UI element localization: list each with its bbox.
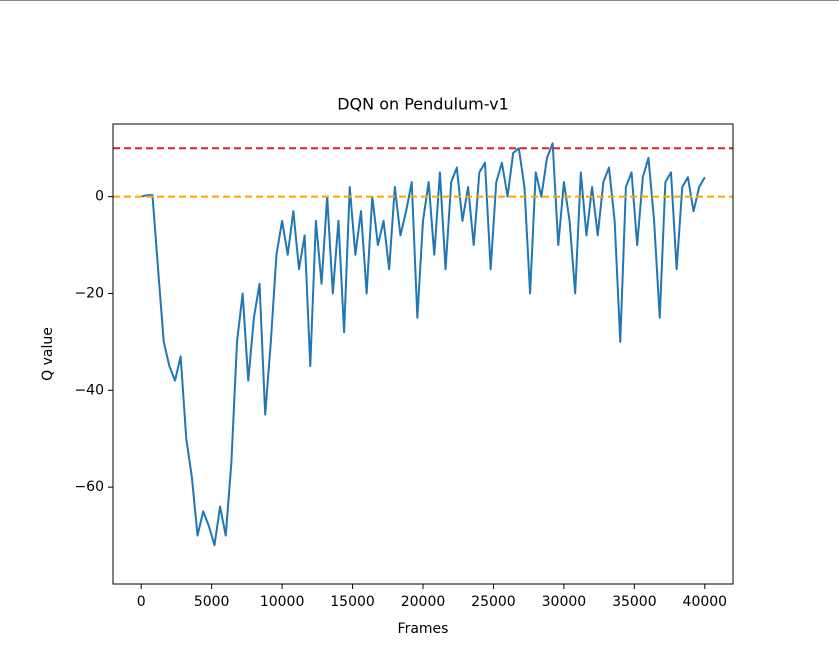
x-tick-label: 25000 (471, 594, 516, 610)
chart-title: DQN on Pendulum-v1 (337, 95, 509, 114)
y-tick-label: 0 (95, 189, 104, 205)
x-tick-label: 40000 (683, 594, 728, 610)
x-tick-label: 20000 (401, 594, 446, 610)
x-axis-label: Frames (398, 621, 449, 637)
x-tick-label: 30000 (542, 594, 587, 610)
q-value-line (140, 142, 706, 547)
plot-frame (112, 123, 734, 585)
y-tick-label: −20 (74, 285, 104, 301)
x-tick-label: 5000 (194, 594, 230, 610)
y-tick-label: −60 (74, 479, 104, 495)
x-tick-label: 15000 (330, 594, 375, 610)
x-tick-label: 35000 (612, 594, 657, 610)
y-axis-label: Q value (40, 327, 56, 381)
x-tick-label: 0 (137, 594, 146, 610)
y-tick-label: −40 (74, 382, 104, 398)
x-tick-label: 10000 (260, 594, 305, 610)
